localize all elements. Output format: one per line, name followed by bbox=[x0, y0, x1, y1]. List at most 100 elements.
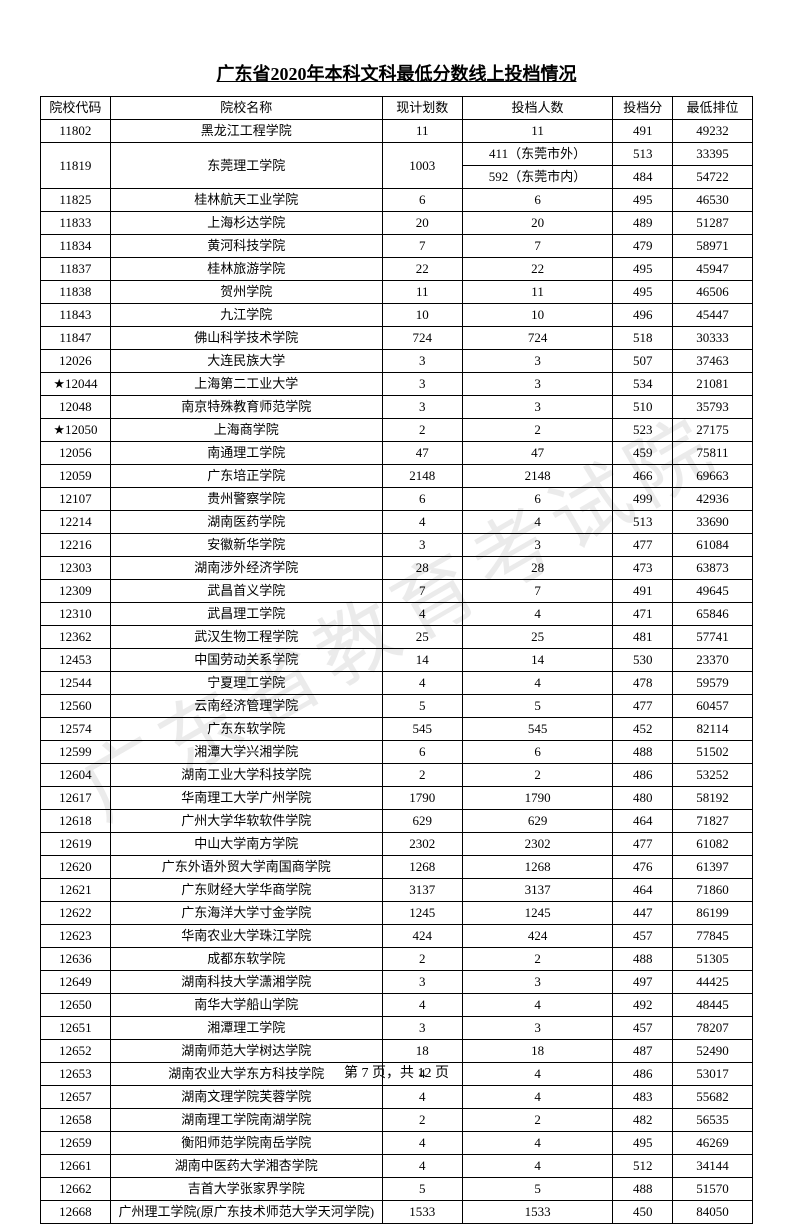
cell-plan: 3 bbox=[382, 1017, 462, 1040]
cell-name: 桂林航天工业学院 bbox=[110, 189, 382, 212]
cell-plan: 3 bbox=[382, 534, 462, 557]
cell-score: 518 bbox=[613, 327, 673, 350]
cell-rank: 69663 bbox=[673, 465, 753, 488]
cell-code: 12048 bbox=[41, 396, 111, 419]
cell-code: 11837 bbox=[41, 258, 111, 281]
cell-plan: 4 bbox=[382, 1155, 462, 1178]
table-row: 12059广东培正学院2148214846669663 bbox=[41, 465, 753, 488]
cell-admit: 3 bbox=[462, 971, 613, 994]
cell-admit: 47 bbox=[462, 442, 613, 465]
cell-rank: 84050 bbox=[673, 1201, 753, 1224]
cell-name: 湖南工业大学科技学院 bbox=[110, 764, 382, 787]
cell-plan: 1245 bbox=[382, 902, 462, 925]
table-row: 12310武昌理工学院4447165846 bbox=[41, 603, 753, 626]
cell-plan: 3 bbox=[382, 373, 462, 396]
cell-rank: 71827 bbox=[673, 810, 753, 833]
cell-admit: 5 bbox=[462, 695, 613, 718]
cell-rank: 61084 bbox=[673, 534, 753, 557]
cell-rank: 46530 bbox=[673, 189, 753, 212]
cell-code: 12618 bbox=[41, 810, 111, 833]
cell-admit: 2302 bbox=[462, 833, 613, 856]
cell-plan: 10 bbox=[382, 304, 462, 327]
table-row: 12574广东东软学院54554545282114 bbox=[41, 718, 753, 741]
cell-name: 上海商学院 bbox=[110, 419, 382, 442]
cell-plan: 1268 bbox=[382, 856, 462, 879]
cell-name: 中山大学南方学院 bbox=[110, 833, 382, 856]
cell-admit: 2 bbox=[462, 948, 613, 971]
cell-name: 东莞理工学院 bbox=[110, 143, 382, 189]
cell-name: 广东海洋大学寸金学院 bbox=[110, 902, 382, 925]
table-row: 12658湖南理工学院南湖学院2248256535 bbox=[41, 1109, 753, 1132]
table-row: 12652湖南师范大学树达学院181848752490 bbox=[41, 1040, 753, 1063]
page-title: 广东省2020年本科文科最低分数线上投档情况 bbox=[40, 60, 753, 86]
cell-admit: 1533 bbox=[462, 1201, 613, 1224]
table-row: 12657湖南文理学院芙蓉学院4448355682 bbox=[41, 1086, 753, 1109]
cell-code: 11833 bbox=[41, 212, 111, 235]
cell-rank: 27175 bbox=[673, 419, 753, 442]
cell-rank: 57741 bbox=[673, 626, 753, 649]
document-page: 广东省教育考试院 广东省2020年本科文科最低分数线上投档情况 院校代码 院校名… bbox=[0, 0, 793, 1224]
cell-plan: 1790 bbox=[382, 787, 462, 810]
cell-rank: 51287 bbox=[673, 212, 753, 235]
cell-code: 11834 bbox=[41, 235, 111, 258]
cell-name: 湖南医药学院 bbox=[110, 511, 382, 534]
cell-admit: 629 bbox=[462, 810, 613, 833]
cell-name: 贵州警察学院 bbox=[110, 488, 382, 511]
cell-rank: 56535 bbox=[673, 1109, 753, 1132]
table-row: ★12050上海商学院2252327175 bbox=[41, 419, 753, 442]
cell-rank: 75811 bbox=[673, 442, 753, 465]
cell-score: 476 bbox=[613, 856, 673, 879]
cell-admit: 3 bbox=[462, 350, 613, 373]
col-header-admit: 投档人数 bbox=[462, 97, 613, 120]
cell-name: 武昌首义学院 bbox=[110, 580, 382, 603]
cell-name: 湖南中医药大学湘杏学院 bbox=[110, 1155, 382, 1178]
col-header-plan: 现计划数 bbox=[382, 97, 462, 120]
cell-score: 512 bbox=[613, 1155, 673, 1178]
cell-score: 486 bbox=[613, 764, 673, 787]
cell-rank: 54722 bbox=[673, 166, 753, 189]
table-row: 12048南京特殊教育师范学院3351035793 bbox=[41, 396, 753, 419]
cell-score: 489 bbox=[613, 212, 673, 235]
cell-code: 12056 bbox=[41, 442, 111, 465]
cell-name: 湘潭大学兴湘学院 bbox=[110, 741, 382, 764]
table-row: 12026大连民族大学3350737463 bbox=[41, 350, 753, 373]
cell-code: 12668 bbox=[41, 1201, 111, 1224]
cell-admit: 4 bbox=[462, 511, 613, 534]
cell-rank: 61082 bbox=[673, 833, 753, 856]
cell-code: 12651 bbox=[41, 1017, 111, 1040]
cell-code: 12544 bbox=[41, 672, 111, 695]
cell-score: 495 bbox=[613, 281, 673, 304]
cell-plan: 1003 bbox=[382, 143, 462, 189]
table-row: 12453中国劳动关系学院141453023370 bbox=[41, 649, 753, 672]
cell-rank: 35793 bbox=[673, 396, 753, 419]
table-row: 11802黑龙江工程学院111149149232 bbox=[41, 120, 753, 143]
table-row: 12650南华大学船山学院4449248445 bbox=[41, 994, 753, 1017]
cell-score: 491 bbox=[613, 120, 673, 143]
cell-name: 黑龙江工程学院 bbox=[110, 120, 382, 143]
cell-rank: 45447 bbox=[673, 304, 753, 327]
cell-score: 499 bbox=[613, 488, 673, 511]
cell-code: 12599 bbox=[41, 741, 111, 764]
cell-rank: 51305 bbox=[673, 948, 753, 971]
table-row: 12668广州理工学院(原广东技术师范大学天河学院)15331533450840… bbox=[41, 1201, 753, 1224]
cell-score: 480 bbox=[613, 787, 673, 810]
cell-code: 12303 bbox=[41, 557, 111, 580]
cell-plan: 47 bbox=[382, 442, 462, 465]
cell-admit: 6 bbox=[462, 189, 613, 212]
table-row: 12636成都东软学院2248851305 bbox=[41, 948, 753, 971]
cell-score: 457 bbox=[613, 1017, 673, 1040]
cell-rank: 63873 bbox=[673, 557, 753, 580]
cell-admit: 28 bbox=[462, 557, 613, 580]
cell-name: 广东财经大学华商学院 bbox=[110, 879, 382, 902]
cell-code: ★12044 bbox=[41, 373, 111, 396]
cell-rank: 82114 bbox=[673, 718, 753, 741]
cell-admit: 3 bbox=[462, 396, 613, 419]
table-row: 12623华南农业大学珠江学院42442445777845 bbox=[41, 925, 753, 948]
page-footer: 第 7 页，共 12 页 bbox=[0, 1062, 793, 1082]
cell-name: 上海第二工业大学 bbox=[110, 373, 382, 396]
cell-code: 12617 bbox=[41, 787, 111, 810]
cell-admit: 6 bbox=[462, 741, 613, 764]
cell-code: 12309 bbox=[41, 580, 111, 603]
cell-name: 中国劳动关系学院 bbox=[110, 649, 382, 672]
cell-name: 广东培正学院 bbox=[110, 465, 382, 488]
